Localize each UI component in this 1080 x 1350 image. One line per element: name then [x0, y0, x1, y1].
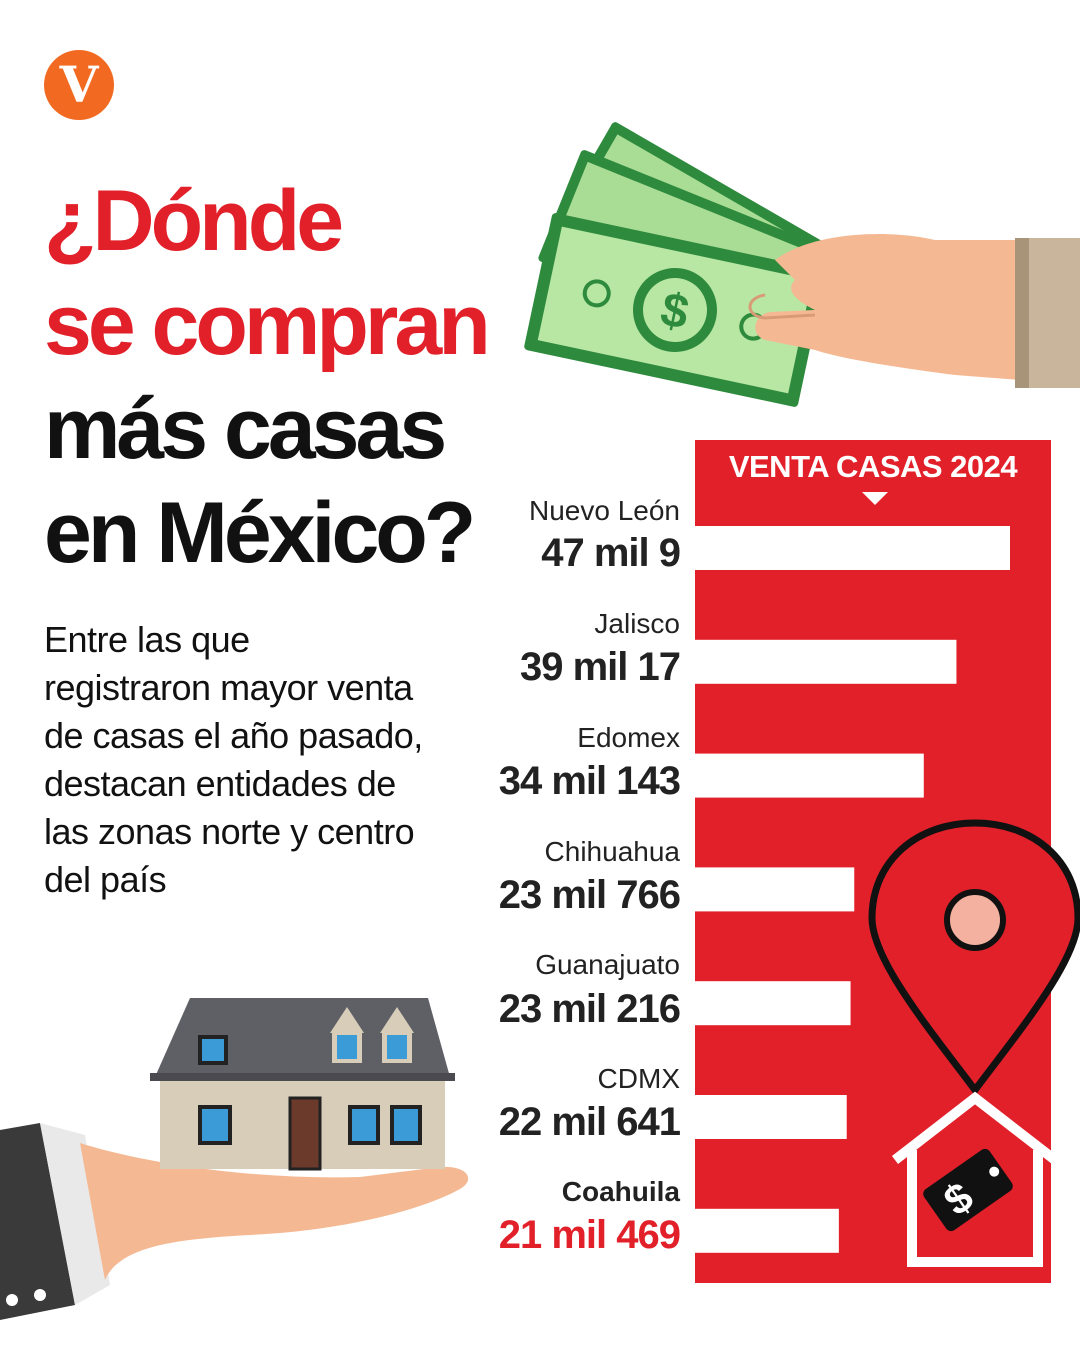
house-price-tag-icon: $	[891, 1091, 1059, 1267]
title-line-2: se compran	[44, 277, 491, 373]
title-line-3: más casas	[44, 381, 447, 477]
brand-logo: V	[44, 50, 114, 120]
bar-nuevo-le-n	[695, 526, 1010, 570]
state-label: Jalisco	[594, 608, 680, 639]
house-hand-icon	[0, 998, 469, 1320]
chart-title: VENTA CASAS 2024	[728, 449, 1018, 484]
subtitle: Entre las que registraron mayor venta de…	[44, 619, 423, 900]
state-value: 39 mil 17	[519, 645, 681, 689]
state-value: 47 mil 9	[541, 531, 681, 575]
state-value-highlight: 21 mil 469	[498, 1213, 681, 1257]
state-value: 23 mil 766	[498, 873, 681, 917]
bar-coahuila	[695, 1208, 839, 1253]
location-pin-icon	[868, 819, 1080, 1096]
state-label: Chihuahua	[544, 836, 680, 867]
bar-cdmx	[695, 1095, 847, 1139]
state-label-highlight: Coahuila	[561, 1176, 680, 1207]
bar-chihuahua	[695, 867, 855, 912]
title-line-1: ¿Dónde	[44, 173, 344, 269]
state-label: Guanajuato	[535, 949, 680, 980]
bar-jalisco	[695, 639, 957, 684]
chart-title-arrow	[862, 492, 888, 505]
bar-edomex	[695, 753, 924, 798]
state-value: 22 mil 641	[498, 1100, 681, 1144]
title-line-4: en México?	[44, 485, 476, 581]
state-value: 34 mil 143	[498, 759, 681, 803]
bar-guanajuato	[695, 981, 851, 1026]
state-label: Nuevo León	[528, 495, 680, 526]
money-hand-icon: $	[524, 122, 1080, 407]
state-value: 23 mil 216	[498, 987, 681, 1031]
state-label: CDMX	[597, 1063, 680, 1094]
logo-letter: V	[59, 55, 99, 114]
state-label: Edomex	[577, 722, 680, 753]
